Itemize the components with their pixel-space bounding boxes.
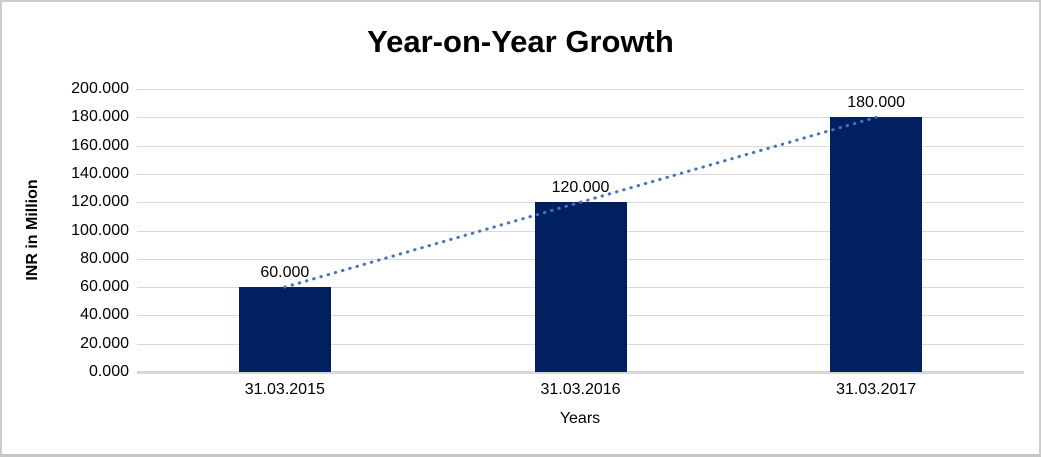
y-tick-label: 80.000	[80, 249, 129, 267]
y-tick-label: 0.000	[88, 363, 129, 380]
x-tick-label: 31.03.2017	[836, 381, 917, 398]
y-tick-label: 20.000	[80, 334, 129, 352]
y-tick-label: 140.000	[71, 164, 129, 182]
x-tick-label: 31.03.2016	[540, 381, 621, 398]
bar	[830, 117, 923, 372]
data-label: 60.000	[260, 264, 310, 282]
bar	[534, 202, 627, 372]
bar	[238, 287, 331, 372]
y-tick-label: 180.000	[71, 108, 129, 126]
x-axis-title: Years	[559, 410, 601, 427]
y-tick-label: 120.000	[71, 193, 129, 211]
x-axis-line	[137, 371, 1024, 374]
y-tick-label: 200.000	[71, 80, 129, 97]
gridline	[137, 89, 1024, 90]
y-tick-label: 100.000	[71, 221, 129, 239]
y-tick-label: 40.000	[80, 306, 129, 324]
chart-title: Year-on-Year Growth	[367, 24, 674, 59]
y-tick-label: 160.000	[71, 136, 129, 154]
data-label: 180.000	[847, 94, 906, 112]
x-tick-label: 31.03.2015	[244, 381, 325, 398]
data-label: 120.000	[551, 179, 610, 197]
y-tick-label: 60.000	[80, 278, 129, 296]
